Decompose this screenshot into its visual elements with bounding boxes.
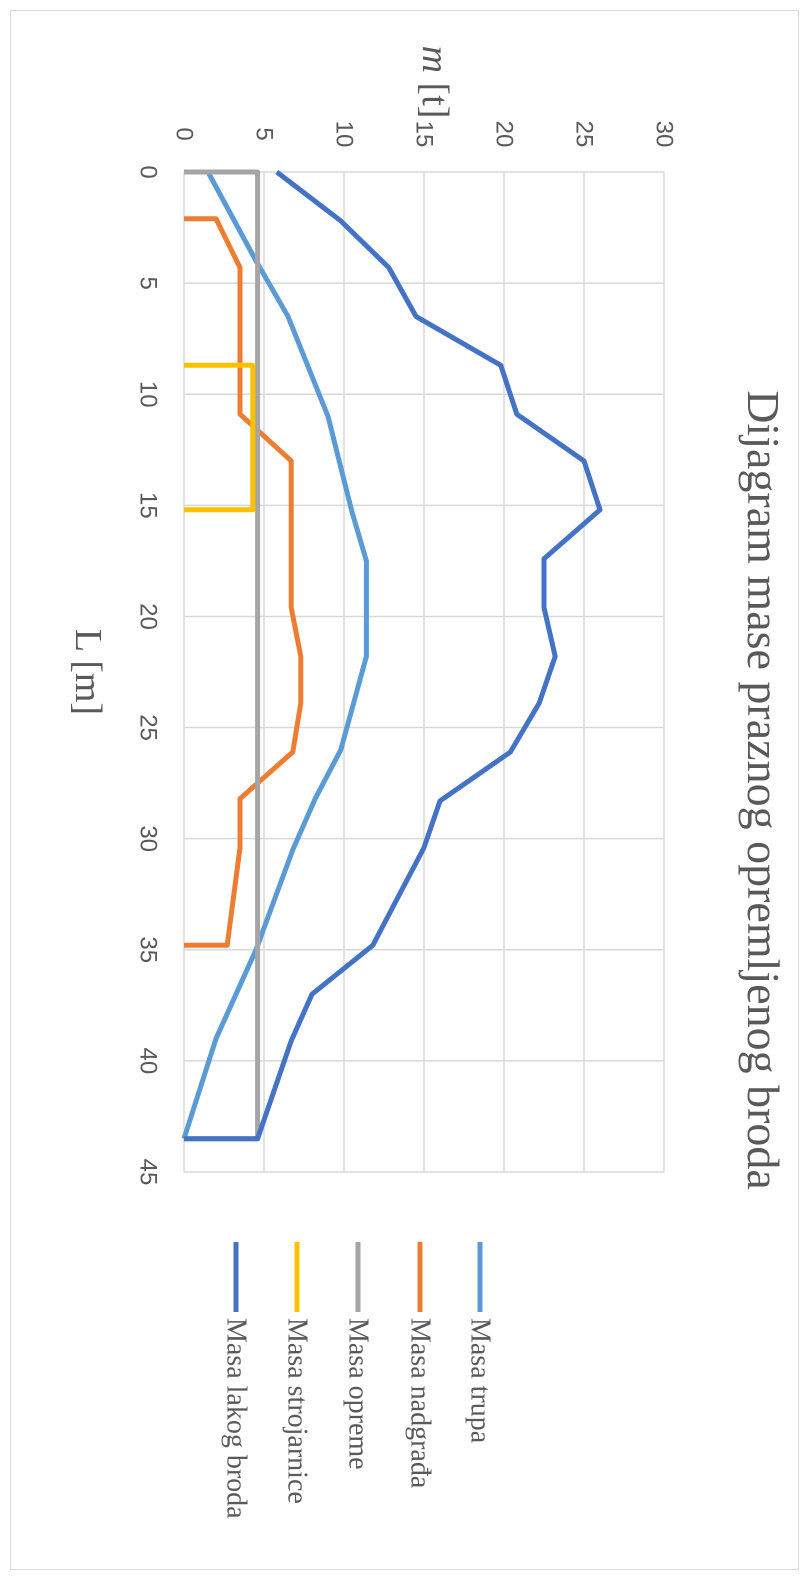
series-line-3 [184, 169, 261, 1142]
x-tick-label-25: 25 [135, 714, 162, 741]
y-axis-title: m [t] [414, 46, 456, 119]
series-lines [181, 169, 603, 1142]
y-tick-label-5: 5 [251, 127, 278, 140]
y-tick-label-20: 20 [491, 121, 518, 148]
x-tick-label-0: 0 [135, 165, 162, 178]
legend-label-1: Masa trupa [465, 1318, 496, 1444]
x-tick-labels: 0 5 10 15 20 25 30 35 40 45 [135, 165, 162, 1185]
x-tick-label-45: 45 [135, 1159, 162, 1186]
series-line-5 [184, 170, 603, 1142]
x-tick-label-30: 30 [135, 825, 162, 852]
chart-frame [10, 10, 799, 1570]
legend-label-5: Masa lakog broda [221, 1318, 252, 1519]
series-line-4 [184, 362, 256, 513]
x-tick-label-35: 35 [135, 936, 162, 963]
x-tick-label-10: 10 [135, 381, 162, 408]
x-axis-title: L [m] [67, 629, 109, 715]
chart-title: Dijagram mase praznog opremljenog broda [738, 390, 789, 1190]
y-tick-label-0: 0 [171, 127, 198, 140]
legend-label-4: Masa strojarnice [282, 1318, 313, 1504]
x-tick-label-5: 5 [135, 276, 162, 289]
y-axis-title-symbol: m [414, 46, 456, 73]
grid [183, 171, 665, 1173]
x-tick-label-15: 15 [135, 492, 162, 519]
x-tick-label-40: 40 [135, 1048, 162, 1075]
y-axis-title-unit: [t] [414, 73, 456, 118]
y-tick-label-10: 10 [331, 121, 358, 148]
series-line-1 [181, 170, 369, 1140]
legend-label-3: Masa opreme [343, 1318, 374, 1470]
y-tick-label-25: 25 [571, 121, 598, 148]
x-tick-label-20: 20 [135, 603, 162, 630]
series-line-2 [184, 216, 304, 948]
legend: Masa trupa Masa nadgrađa Masa opreme Masa s… [221, 1242, 496, 1519]
y-tick-label-30: 30 [651, 121, 678, 148]
legend-label-2: Masa nadgrađa [405, 1318, 436, 1489]
y-tick-labels: 0 5 10 15 20 25 30 [171, 121, 678, 148]
y-tick-label-15: 15 [411, 121, 438, 148]
